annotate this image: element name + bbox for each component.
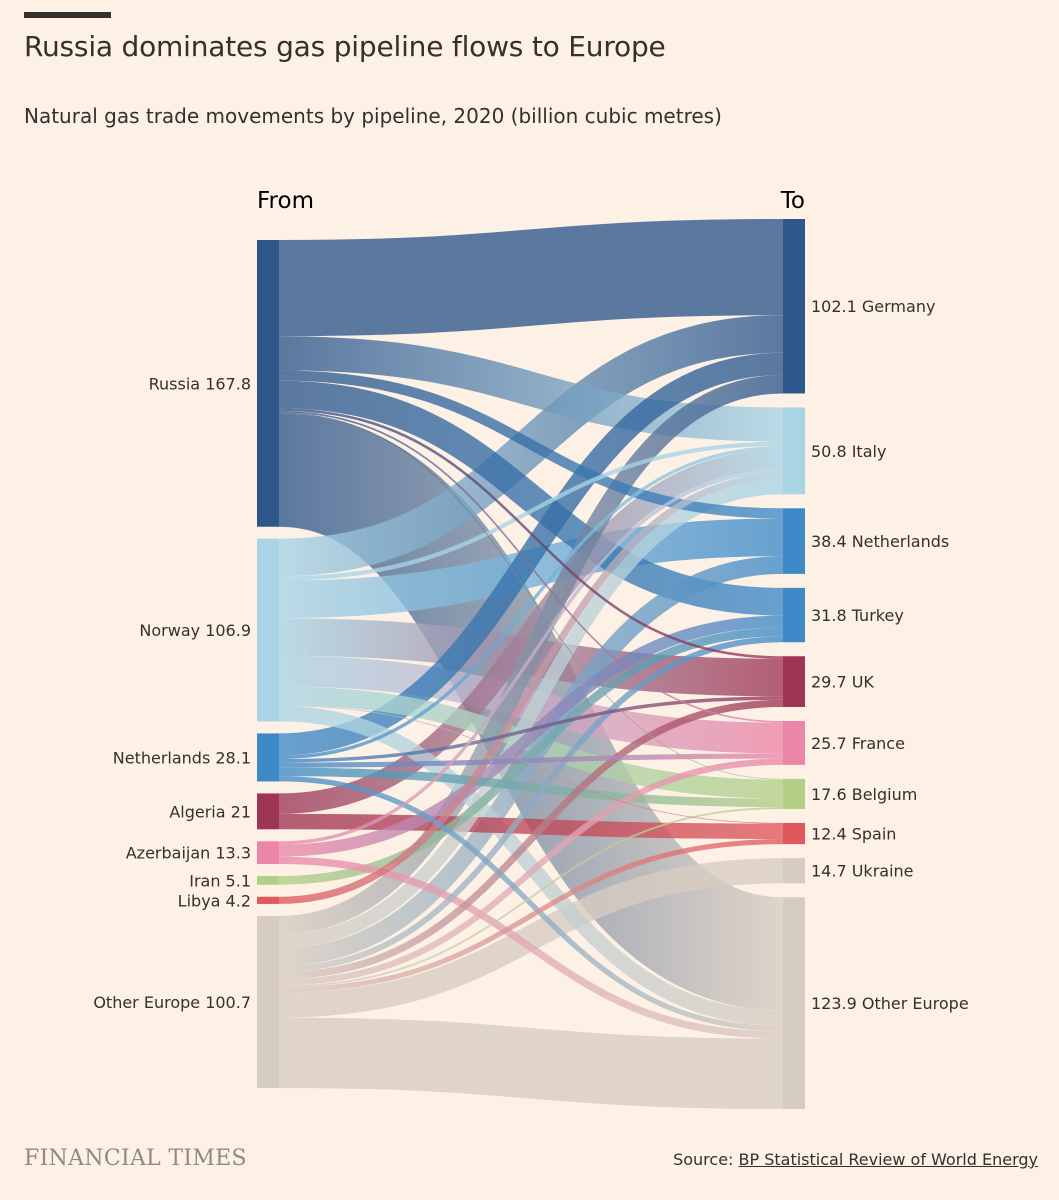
target-label-france: 25.7 France: [811, 734, 905, 753]
target-label-uk: 29.7 UK: [811, 673, 874, 692]
target-label-netherlands: 38.4 Netherlands: [811, 532, 949, 551]
source-node-other-europe: [257, 915, 279, 1088]
link-azerbaijan-to-other-europe: [278, 856, 784, 1039]
link-azerbaijan-to-turkey: [278, 615, 784, 857]
header-rule: [24, 12, 111, 18]
source-node-norway: [257, 538, 279, 722]
chart-subtitle: Natural gas trade movements by pipeline,…: [24, 104, 722, 128]
target-node-germany: [783, 219, 805, 394]
target-node-uk: [783, 656, 805, 707]
target-node-other-europe: [783, 897, 805, 1109]
link-netherlands-to-france: [278, 753, 784, 768]
source-link[interactable]: BP Statistical Review of World Energy: [738, 1150, 1038, 1169]
source-label-iran: Iran 5.1: [189, 871, 251, 890]
link-other-europe-to-other-europe: [278, 1017, 784, 1110]
source-label-russia: Russia 167.8: [149, 374, 251, 393]
source-node-iran: [257, 876, 279, 885]
flow-links: [276, 218, 786, 1110]
link-netherlands-to-italy: [278, 445, 784, 760]
source-label-libya: Libya 4.2: [178, 891, 251, 910]
link-norway-to-other-europe: [278, 706, 784, 1026]
link-russia-to-france: [278, 410, 784, 723]
source-label-norway: Norway 106.9: [139, 621, 251, 640]
ft-logo: FINANCIAL TIMES: [24, 1146, 247, 1171]
link-russia-to-germany: [278, 218, 784, 337]
link-russia-to-belgium: [278, 412, 784, 780]
link-libya-to-italy: [278, 473, 784, 904]
link-norway-to-italy: [278, 441, 784, 581]
source-label: Source:: [673, 1150, 734, 1169]
source-node-azerbaijan: [257, 841, 279, 865]
target-label-belgium: 17.6 Belgium: [811, 785, 917, 804]
target-node-spain: [783, 822, 805, 845]
target-label-germany: 102.1 Germany: [811, 297, 935, 316]
source-node-libya: [257, 896, 279, 904]
target-node-turkey: [783, 587, 805, 643]
source-label-algeria: Algeria 21: [169, 802, 251, 821]
link-other-europe-to-france: [278, 758, 784, 986]
target-label-other-europe: 123.9 Other Europe: [811, 994, 969, 1013]
chart-title: Russia dominates gas pipeline flows to E…: [24, 30, 666, 63]
target-node-netherlands: [783, 508, 805, 574]
sankey-chart: From To Russia 167.8 Norway 106.9 Netherla…: [93, 188, 969, 1110]
link-other-europe-to-uk: [278, 699, 784, 980]
target-node-belgium: [783, 778, 805, 809]
target-label-ukraine: 14.7 Ukraine: [811, 862, 914, 881]
link-other-europe-to-ukraine: [278, 858, 784, 1018]
link-algeria-to-italy: [278, 449, 784, 814]
link-other-europe-to-spain: [278, 839, 784, 993]
link-russia-to-uk: [278, 408, 784, 659]
link-netherlands-to-germany: [278, 352, 784, 756]
source-node-russia: [257, 240, 279, 527]
link-other-europe-to-belgium: [278, 807, 784, 988]
source-label-netherlands: Netherlands 28.1: [113, 748, 251, 767]
target-node-italy: [783, 407, 805, 495]
link-netherlands-to-belgium: [278, 767, 784, 808]
source-label-other-europe: Other Europe 100.7: [93, 993, 251, 1012]
link-netherlands-to-uk: [278, 696, 784, 763]
target-node-ukraine: [783, 858, 805, 884]
link-netherlands-to-other-europe: [278, 776, 784, 1032]
source-node-algeria: [257, 793, 279, 830]
target-label-turkey: 31.8 Turkey: [811, 606, 904, 625]
node-labels: Russia 167.8 Norway 106.9 Netherlands 28.1…: [93, 297, 968, 1013]
source-label-azerbaijan: Azerbaijan 13.3: [126, 844, 251, 863]
flow-nodes: [257, 219, 805, 1109]
source-node-netherlands: [257, 733, 279, 782]
link-other-europe-to-italy: [278, 480, 784, 949]
target-label-italy: 50.8 Italy: [811, 442, 886, 461]
target-node-france: [783, 720, 805, 765]
link-norway-to-spain: [278, 705, 784, 824]
source-note: Source: BP Statistical Review of World E…: [673, 1150, 1038, 1169]
link-russia-to-netherlands: [278, 370, 784, 519]
target-label-spain: 12.4 Spain: [811, 825, 896, 844]
link-other-europe-to-turkey: [278, 636, 784, 972]
link-azerbaijan-to-italy: [278, 469, 784, 845]
to-column-label: To: [780, 188, 805, 214]
from-column-label: From: [257, 188, 314, 214]
